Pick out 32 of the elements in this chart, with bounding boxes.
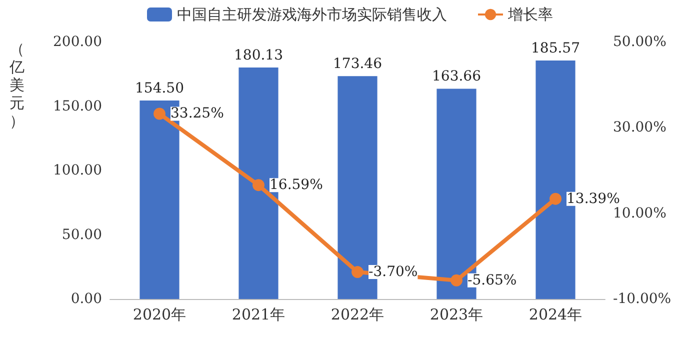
legend-label: 中国自主研发游戏海外市场实际销售收入	[177, 6, 447, 24]
y-tick-label: 100.00	[53, 162, 102, 178]
y2-tick-label: 50.00%	[613, 34, 666, 50]
x-tick-label: 2020年	[132, 306, 186, 324]
point	[450, 274, 462, 286]
y2-tick-label: 10.00%	[613, 205, 666, 222]
data-label: 16.59%	[270, 177, 323, 194]
y2-tick-label: -10.00%	[613, 291, 672, 307]
x-tick-label: 2023年	[430, 306, 484, 324]
x-tick-label: 2022年	[330, 306, 384, 324]
y-tick-label: 200.00	[53, 34, 102, 50]
point	[550, 192, 562, 205]
x-tick-label: 2024年	[528, 306, 582, 324]
data-label: 163.66	[432, 68, 482, 85]
data-label: 185.57	[531, 40, 580, 57]
x-tick-label: 2021年	[232, 306, 286, 324]
data-label: -5.65%	[468, 272, 517, 288]
data-label: 180.13	[234, 48, 283, 64]
point	[252, 179, 264, 192]
y-tick-label: 0.00	[70, 291, 102, 307]
y-axis-title: （亿美元）	[8, 40, 26, 130]
point	[352, 266, 364, 278]
data-label: 154.50	[135, 80, 184, 96]
y-tick-label: 150.00	[53, 98, 102, 114]
data-label: 173.46	[333, 56, 382, 72]
data-label: -3.70%	[368, 264, 418, 280]
y2-tick-label: 30.00%	[613, 120, 666, 136]
data-label: 33.25%	[170, 106, 224, 122]
y-tick-label: 50.00	[62, 226, 102, 243]
data-label: 13.39%	[566, 190, 620, 207]
legend-label: 增长率	[507, 6, 553, 24]
point	[154, 108, 166, 120]
